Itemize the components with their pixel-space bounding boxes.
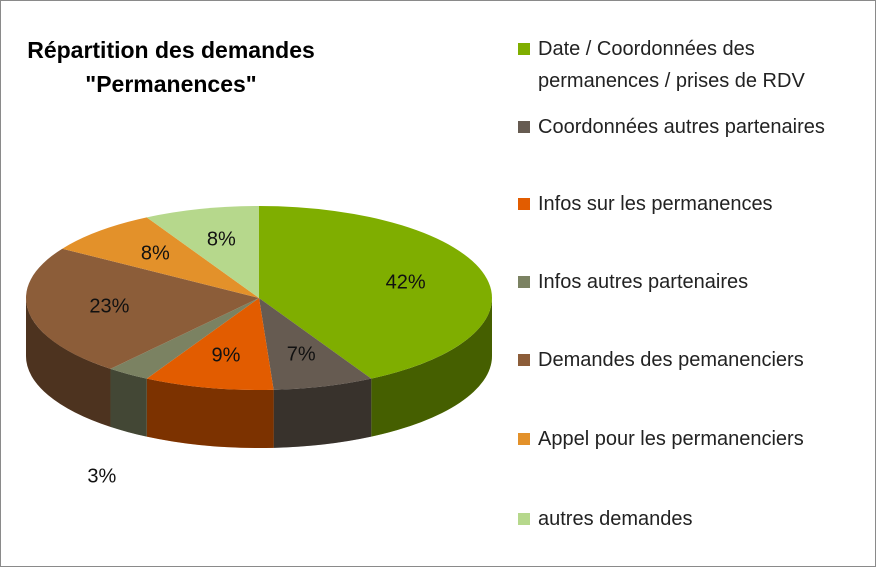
legend-item: autres demandes xyxy=(518,503,868,535)
data-label: 7% xyxy=(287,344,316,366)
legend-item: Infos autres partenaires xyxy=(518,266,868,298)
slice-side-shade xyxy=(110,368,147,437)
legend-item: Coordonnées autres partenaires xyxy=(518,111,868,143)
legend-item: Demandes des pemanenciers xyxy=(518,344,868,376)
slice-side xyxy=(371,298,492,437)
legend-swatch xyxy=(518,513,530,525)
legend-label: Infos sur les permanences xyxy=(538,193,773,215)
legend-swatch xyxy=(518,276,530,288)
data-label: 8% xyxy=(207,228,236,250)
slice-side-shade xyxy=(146,378,274,448)
legend-label: Appel pour les permanenciers xyxy=(538,428,804,450)
data-label: 23% xyxy=(89,296,129,318)
slice-side xyxy=(110,368,147,437)
slice xyxy=(62,217,260,298)
slice-side-shade xyxy=(26,298,111,427)
legend-label: Coordonnées autres partenaires xyxy=(538,116,825,138)
chart-title: Répartition des demandes "Permanences" xyxy=(27,37,315,97)
legend-item: Infos sur les permanences xyxy=(518,188,868,220)
data-label: 42% xyxy=(386,271,426,293)
slice-side xyxy=(26,298,111,427)
legend-label: Demandes des pemanenciers xyxy=(538,349,804,371)
slice-side-shade xyxy=(273,378,372,448)
legend-swatch xyxy=(518,121,530,133)
legend-swatch xyxy=(518,354,530,366)
data-label: 9% xyxy=(212,345,241,367)
slice-side xyxy=(146,378,274,448)
legend-label: Date / Coordonnées des permanences / pri… xyxy=(538,38,805,92)
slice xyxy=(110,298,259,379)
slice xyxy=(146,206,259,298)
slice-side-shade xyxy=(371,298,492,437)
data-label: 3% xyxy=(87,466,116,488)
legend-item: Date / Coordonnées des permanences / pri… xyxy=(518,33,868,97)
legend-swatch xyxy=(518,198,530,210)
slice xyxy=(259,298,372,390)
slice xyxy=(146,298,274,390)
legend-swatch xyxy=(518,433,530,445)
legend-swatch xyxy=(518,43,530,55)
data-label: 8% xyxy=(141,243,170,265)
legend-label: Infos autres partenaires xyxy=(538,271,749,293)
slice xyxy=(26,248,260,369)
slice xyxy=(259,206,492,379)
legend-item: Appel pour les permanenciers xyxy=(518,423,868,455)
slice-side xyxy=(273,378,372,448)
legend-label: autres demandes xyxy=(538,508,693,530)
